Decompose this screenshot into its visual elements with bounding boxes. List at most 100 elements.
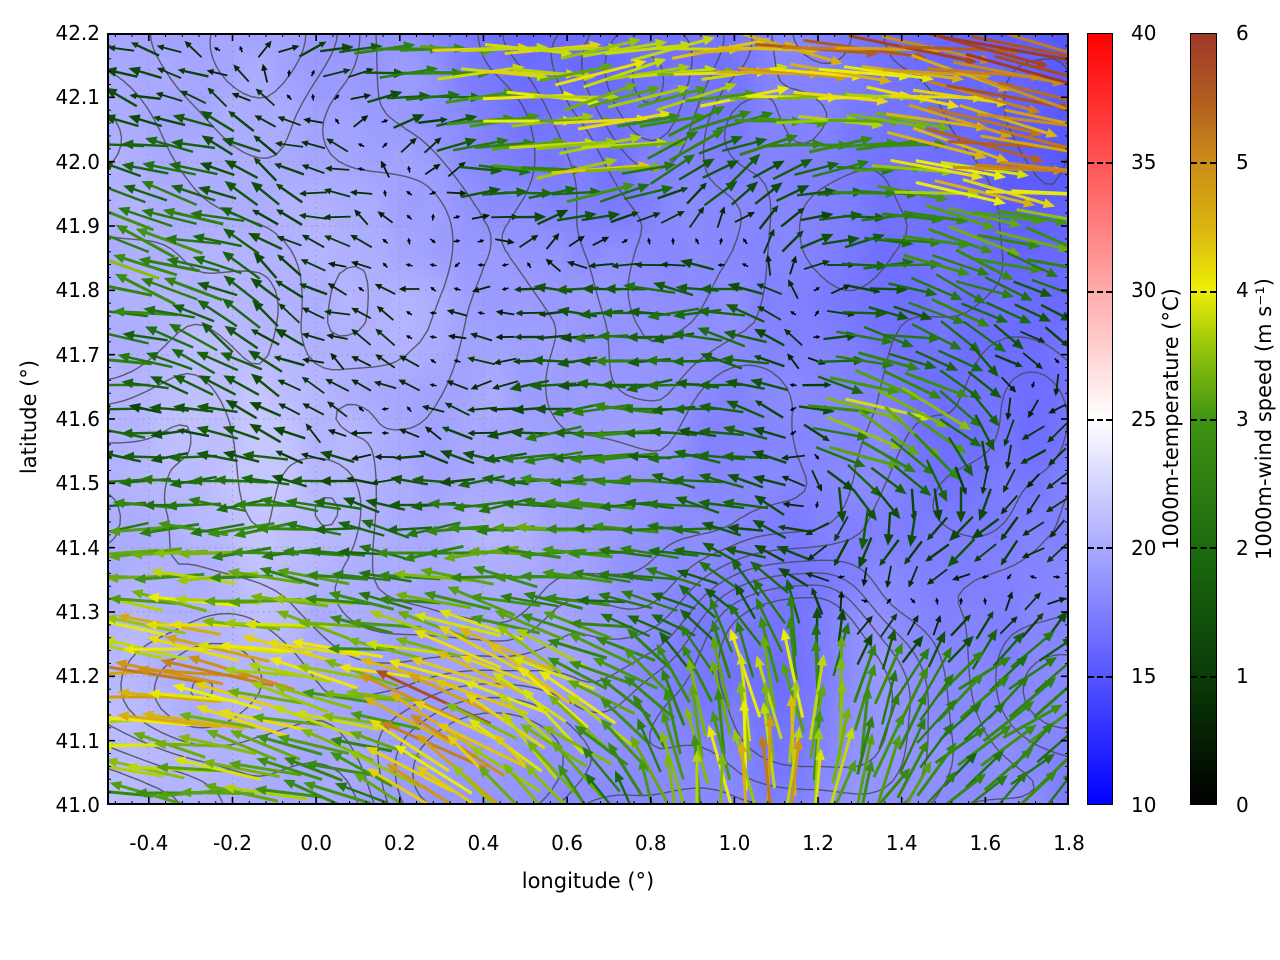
wind-arrow [511,211,547,222]
wind-arrow [301,164,325,175]
wind-arrow [783,328,803,346]
wind-arrow [637,85,708,109]
wind-arrow [647,307,700,321]
wind-arrow [438,625,525,674]
wind-arrow [313,524,361,535]
calm-marker [405,335,413,340]
calm-marker [1031,381,1036,389]
x-tick-label: 0.8 [634,831,667,855]
wind-arrow [680,258,715,271]
wind-arrow [560,37,641,60]
wind-arrow [302,357,325,364]
wind-arrow [251,713,327,727]
wind-arrow [223,275,260,304]
wind-arrow [261,63,269,83]
wind-arrow [599,183,650,203]
wind-arrow [785,617,798,682]
wind-arrow [499,592,559,608]
wind-arrow [799,233,834,250]
wind-arrow [908,301,966,324]
wind-arrow [299,190,328,197]
wind-arrow [177,428,210,438]
wind-arrow [389,692,478,751]
calm-marker [406,214,413,220]
wind-arrow [204,782,279,803]
wind-arrow [122,644,216,655]
wind-arrow [248,232,283,251]
wind-arrow [274,684,353,710]
wind-arrow [363,696,456,747]
wind-arrow [926,516,949,541]
wind-arrow [224,160,259,179]
wind-arrow [173,756,261,781]
wind-arrow [750,378,789,392]
wind-arrow [271,474,308,488]
calm-marker [453,215,461,220]
wind-arrow [729,628,762,718]
wind-arrow [979,76,1069,112]
wind-arrow [319,476,355,486]
wind-arrow [227,687,304,705]
wind-arrow [277,254,302,277]
wind-arrow [881,669,898,725]
calm-marker [357,143,365,148]
wind-arrow [976,112,1069,127]
wind-arrow [358,673,461,722]
wind-arrow [256,734,323,756]
wind-arrow [305,423,322,444]
wind-arrow [1001,376,1017,393]
wind-arrow [141,710,245,730]
wind-arrow [1006,251,1059,278]
wind-arrow [817,375,864,395]
wind-arrow [275,450,304,465]
wind-arrow [423,137,442,154]
wind-arrow [838,590,845,612]
wind-arrow [556,356,598,368]
wind-arrow [998,81,1069,102]
colorbar-tick-label: 0 [1236,793,1249,817]
wind-arrow [337,520,385,537]
wind-arrow [1021,425,1045,440]
calm-marker [1054,357,1060,364]
wind-arrow [709,597,734,653]
wind-arrow [684,706,710,785]
wind-arrow [710,636,731,711]
wind-arrow [877,389,948,428]
calm-marker [454,262,461,268]
wind-arrow [301,332,325,342]
wind-arrow [319,450,355,464]
wind-arrow [787,353,800,370]
wind-arrow [117,206,173,228]
wind-arrow [600,380,650,390]
wind-arrow [166,256,220,273]
wind-arrow [117,711,221,729]
wind-arrow [322,68,351,78]
wind-arrow [457,475,505,489]
wind-arrow [488,643,571,705]
wind-arrow [350,453,372,461]
wind-arrow [821,234,860,246]
calm-marker [405,263,413,268]
wind-arrow [207,87,228,108]
wind-arrow [563,83,638,112]
wind-arrow [231,92,251,102]
wind-arrow [304,760,370,777]
x-tick-label: 1.8 [1053,831,1085,855]
wind-arrow [634,261,664,269]
calm-marker [935,597,940,605]
calm-marker [981,574,989,579]
wind-arrow [812,426,869,441]
wind-arrow [1022,521,1045,536]
calm-marker [886,598,892,605]
wind-arrow [967,775,1008,805]
wind-arrow [876,767,911,805]
wind-arrow [141,208,197,225]
wind-arrow [571,403,631,417]
wind-arrow [462,680,548,715]
wind-arrow [265,639,361,658]
wind-arrow [620,590,678,612]
wind-arrow [1046,542,1069,563]
wind-arrow [1003,468,1016,493]
wind-arrow [992,631,1025,667]
wind-arrow [858,536,873,569]
